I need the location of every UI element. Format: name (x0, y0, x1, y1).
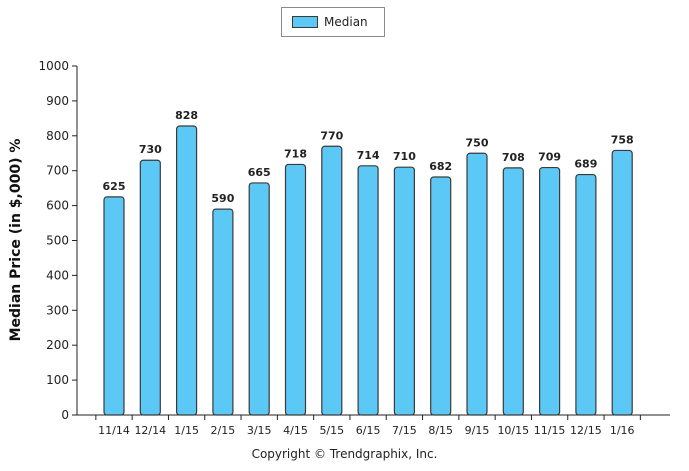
bar (611, 149, 633, 416)
data-label: 730 (139, 143, 162, 156)
bar (248, 182, 270, 416)
data-label: 709 (538, 151, 561, 164)
y-tick-label: 900 (46, 94, 69, 108)
bar (502, 167, 524, 416)
bar (103, 196, 125, 416)
data-label: 758 (611, 133, 634, 146)
x-tick-label: 9/15 (465, 424, 490, 437)
y-tick-label: 400 (46, 268, 69, 282)
x-tick-label: 11/15 (534, 424, 566, 437)
x-tick-label: 2/15 (211, 424, 236, 437)
bar (357, 165, 379, 416)
x-tick-label: 11/14 (98, 424, 130, 437)
legend: Median (281, 7, 385, 37)
x-tick-label: 6/15 (356, 424, 381, 437)
copyright-text: Copyright © Trendgraphix, Inc. (251, 447, 438, 461)
x-tick-label: 3/15 (247, 424, 272, 437)
x-tick-label: 12/15 (570, 424, 602, 437)
bar (139, 159, 161, 416)
bar (575, 173, 597, 416)
x-tick-label: 1/15 (174, 424, 199, 437)
data-label: 770 (320, 129, 343, 142)
x-tick-label: 12/14 (134, 424, 166, 437)
data-label: 710 (393, 150, 416, 163)
y-tick-label: 600 (46, 199, 69, 213)
bar (212, 208, 234, 416)
y-tick-label: 100 (46, 373, 69, 387)
y-tick-label: 1000 (38, 59, 69, 73)
bar (430, 176, 452, 416)
y-tick-label: 0 (61, 408, 69, 422)
axes: 0 100 200 300 400 500 600 700 800 900 1000 (38, 59, 670, 422)
bar (284, 163, 307, 416)
data-label: 689 (574, 158, 597, 171)
x-tick-label: 4/15 (283, 424, 308, 437)
legend-swatch-median (292, 16, 318, 28)
bars (103, 125, 633, 416)
data-label: 665 (248, 166, 271, 179)
data-label: 828 (175, 109, 198, 122)
data-label: 708 (502, 151, 525, 164)
x-tick-label: 10/15 (497, 424, 529, 437)
x-tick-label: 5/15 (319, 424, 344, 437)
x-tick-label: 1/16 (610, 424, 635, 437)
y-tick-label: 700 (46, 164, 69, 178)
bar (176, 125, 198, 416)
data-label: 590 (211, 192, 234, 205)
data-label: 714 (357, 149, 380, 162)
y-tick-label: 200 (46, 338, 69, 352)
labels: 625 11/14 730 12/14 828 1/15 590 2/15 665 3/15 718… (98, 109, 634, 437)
data-label: 682 (429, 160, 452, 173)
bar (393, 166, 415, 416)
legend-label-median: Median (324, 15, 368, 29)
data-label: 750 (466, 136, 489, 149)
bar (321, 145, 343, 416)
y-tick-label: 800 (46, 129, 69, 143)
bar (538, 166, 561, 416)
x-tick-label: 8/15 (428, 424, 453, 437)
y-tick-label: 300 (46, 303, 69, 317)
data-label: 718 (284, 147, 307, 160)
y-tick-label: 500 (46, 234, 69, 248)
bar (466, 152, 488, 416)
x-tick-label: 7/15 (392, 424, 417, 437)
data-label: 625 (103, 180, 126, 193)
